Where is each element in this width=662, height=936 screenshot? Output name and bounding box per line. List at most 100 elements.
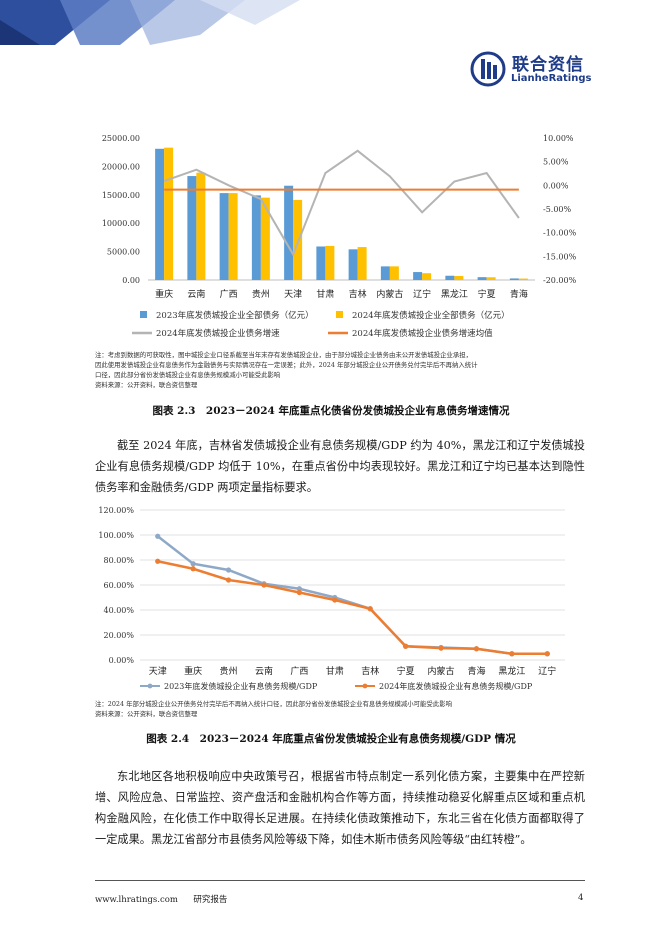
bar: [164, 147, 174, 280]
legend-label: 2024年底发债城投企业全部债务（亿元）: [352, 310, 510, 321]
category-label: 天津: [149, 666, 167, 677]
data-point: [296, 589, 302, 596]
data-point: [544, 651, 550, 657]
data-point: [509, 651, 515, 657]
right-tick-label: 5.00%: [543, 158, 569, 167]
category-label: 青海: [510, 288, 528, 300]
category-label: 甘肃: [316, 288, 334, 300]
lianhe-logo-icon: [470, 51, 506, 87]
right-tick-label: -10.00%: [543, 229, 577, 238]
note-line: 注：考虑到数据的可获取性，图中城投企业口径系截至当年末存有发债城投企业，由于部分…: [95, 351, 473, 359]
data-point: [261, 582, 267, 588]
bar: [413, 272, 423, 280]
paragraph-1: 截至 2024 年底，吉林省发债城投企业有息债务规模/GDP 约为 40%，黑龙…: [95, 439, 585, 494]
legend-label: 2023年底发债城投企业全部债务（亿元）: [156, 310, 314, 321]
data-point: [225, 577, 232, 583]
bar: [187, 176, 197, 280]
category-label: 黑龙江: [441, 288, 468, 300]
bar: [380, 266, 390, 280]
bar: [260, 197, 270, 280]
note-line: 因此使用发债城投企业有息债务作为金融债务与实际情况存在一定误差；此外，2024 …: [95, 361, 478, 369]
right-tick-label: -20.00%: [543, 276, 577, 285]
data-point: [403, 643, 409, 649]
right-tick-label: -15.00%: [543, 252, 577, 261]
bar: [325, 245, 335, 280]
bar: [454, 276, 464, 280]
category-label: 宁夏: [397, 665, 415, 677]
paragraph-2: 东北地区各地积极响应中央政策号召，根据省市特点制定一系列化债方案，主要集中在严控…: [95, 770, 585, 846]
left-tick-label: 20000.00: [102, 162, 140, 171]
category-label: 黑龙江: [498, 665, 525, 677]
figure-4-note: 注：2024 年部分城投企业公开债务兑付完毕后不再纳入统计口径，因此部分省份发债…: [95, 699, 585, 719]
data-point: [155, 533, 161, 539]
y-tick-label: 100.00%: [98, 531, 134, 540]
left-tick-label: 10000.00: [102, 219, 140, 228]
bar: [389, 266, 399, 280]
note-line: 注：2024 年部分城投企业公开债务兑付完毕后不再纳入统计口径，因此部分省份发债…: [95, 700, 452, 708]
legend-label: 2023年底发债城投企业有息债务规模/GDP: [164, 681, 318, 691]
category-label: 吉林: [349, 288, 367, 300]
bar: [477, 277, 487, 280]
data-point: [155, 558, 161, 564]
bar: [357, 247, 367, 280]
bar: [509, 278, 519, 280]
category-label: 广西: [290, 665, 308, 677]
figure-3-caption: 图表 2.3 2023－2024 年底重点化债省份发债城投企业有息债务增速情况: [152, 405, 510, 417]
y-tick-label: 60.00%: [103, 581, 134, 590]
series-line: [156, 535, 548, 655]
right-tick-label: -5.00%: [543, 205, 572, 214]
left-tick-label: 0.00: [122, 276, 140, 285]
footer-url[interactable]: www.lhratings.com: [95, 895, 178, 905]
series-line: [163, 149, 520, 257]
data-point: [190, 566, 196, 572]
legend-marker: [362, 683, 368, 689]
debt-gdp-chart: 0.00% 20.00% 40.00% 60.00% 80.00% 100.00% 120.…: [98, 506, 565, 691]
bar: [251, 195, 261, 280]
bar: [348, 249, 358, 280]
note-line: 口径，因此部分省份发债城投企业有息债务规模减小可能受此影响: [95, 371, 281, 379]
bar: [486, 277, 496, 280]
left-tick-label: 15000.00: [102, 191, 140, 200]
legend-label: 2024年底发债城投企业债务增速: [156, 328, 280, 339]
left-tick-label: 5000.00: [107, 248, 140, 257]
figure-4-caption: 图表 2.4 2023－2024 年底重点省份发债城投企业有息债务规模/GDP …: [146, 733, 516, 745]
category-label: 重庆: [155, 288, 173, 300]
y-tick-label: 0.00%: [109, 656, 135, 665]
data-point: [296, 586, 302, 592]
category-label: 吉林: [361, 665, 379, 677]
data-point: [332, 597, 338, 603]
y-tick-label: 20.00%: [103, 631, 134, 640]
bar: [284, 185, 294, 280]
y-tick-label: 80.00%: [103, 556, 134, 565]
category-label: 内蒙古: [428, 665, 455, 677]
note-line: 资料来源：公开资料，联合资信整理: [95, 710, 198, 718]
data-point: [367, 606, 373, 612]
right-tick-label: 10.00%: [543, 134, 574, 143]
logo-text-cn: 联合资信: [512, 55, 584, 75]
bar: [155, 148, 165, 280]
bar: [445, 275, 455, 280]
right-tick-label: 0.00%: [543, 181, 569, 190]
left-tick-label: 25000.00: [102, 134, 140, 143]
category-label: 内蒙古: [376, 288, 403, 300]
category-label: 贵州: [220, 665, 238, 677]
category-label: 辽宁: [538, 665, 556, 677]
bar: [196, 172, 206, 280]
legend-label: 2024年底发债城投企业债务增速均值: [352, 328, 493, 339]
page-number: 4: [578, 893, 584, 903]
corner-decoration: [0, 0, 300, 45]
category-label: 天津: [284, 289, 302, 300]
legend-swatch: [336, 311, 343, 318]
logo-text-en: LianheRatings: [511, 73, 592, 84]
footer-divider: [95, 880, 585, 881]
bar: [219, 193, 229, 280]
bar: [518, 278, 528, 280]
data-point: [225, 567, 232, 573]
footer-doc-type: 研究报告: [193, 895, 228, 905]
data-point: [438, 645, 444, 651]
category-label: 重庆: [184, 665, 202, 677]
category-label: 云南: [187, 288, 205, 300]
y-tick-label: 40.00%: [103, 606, 134, 615]
category-label: 广西: [220, 288, 238, 300]
category-label: 贵州: [252, 288, 270, 300]
